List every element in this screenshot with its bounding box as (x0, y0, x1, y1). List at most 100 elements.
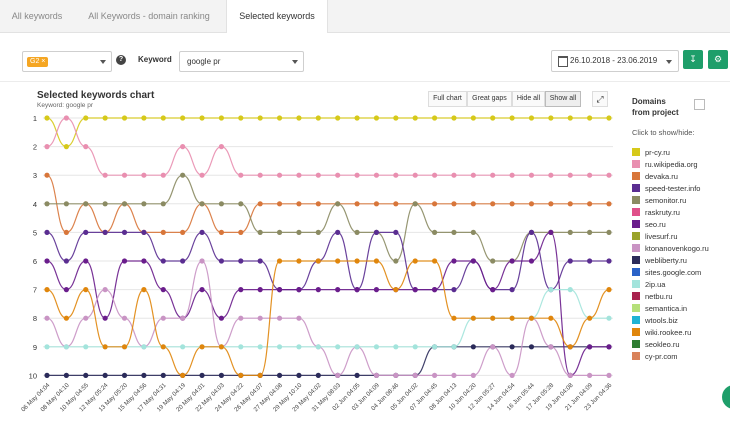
legend-item[interactable]: cy-pr.com (632, 352, 678, 362)
download-button[interactable]: ↧ (683, 50, 703, 69)
legend-item[interactable]: wtools.biz (632, 316, 678, 326)
data-point (63, 315, 69, 321)
legend-item[interactable]: raskruty.ru (632, 208, 680, 218)
data-point (451, 372, 457, 378)
data-point (218, 229, 225, 235)
data-point (451, 172, 457, 178)
legend-swatch (632, 208, 640, 216)
legend-label: semantica.in (645, 304, 688, 313)
data-point (335, 258, 341, 264)
data-point (431, 201, 438, 207)
data-point (63, 287, 69, 293)
great-gaps-button[interactable]: Great gaps (467, 91, 512, 107)
legend-item[interactable]: pr-cy.ru (632, 148, 670, 158)
data-point (83, 372, 89, 378)
chat-button[interactable] (722, 385, 730, 409)
data-point (431, 344, 438, 350)
data-point (199, 372, 205, 378)
data-point (431, 229, 438, 235)
data-point (238, 315, 244, 321)
data-point (587, 229, 593, 235)
tab-all-keywords-domain-ranking[interactable]: All Keywords - domain ranking (88, 11, 210, 21)
data-point (238, 229, 244, 235)
tab-selected-keywords[interactable]: Selected keywords (226, 0, 328, 33)
gear-icon: ⚙ (713, 54, 723, 64)
legend-item[interactable]: ktonanovenkogo.ru (632, 244, 709, 254)
data-point (509, 201, 515, 207)
data-point (296, 287, 302, 293)
data-point (490, 258, 496, 264)
download-icon: ↧ (689, 54, 697, 64)
data-point (509, 115, 515, 121)
legend-label: seo.ru (645, 220, 666, 229)
data-point (121, 229, 128, 235)
legend-swatch (632, 256, 640, 264)
show-all-domains-checkbox[interactable] (694, 99, 705, 110)
data-point (528, 201, 535, 207)
legend-item[interactable]: seo.ru (632, 220, 666, 230)
legend-item[interactable]: seokleo.ru (632, 340, 680, 350)
chart-subtitle: Keyword: google pr (37, 102, 94, 109)
date-range-picker[interactable]: 26.10.2018 - 23.06.2019 (551, 50, 679, 72)
data-point (451, 315, 457, 321)
data-point (44, 344, 50, 350)
data-point (160, 201, 166, 207)
data-point (180, 315, 186, 321)
data-point (509, 315, 515, 321)
legend-item[interactable]: speed-tester.info (632, 184, 700, 194)
data-point (373, 372, 380, 378)
legend-item[interactable]: wiki.rookee.ru (632, 328, 691, 338)
data-point (412, 201, 418, 207)
y-tick-label: 10 (29, 371, 37, 380)
search-engine-tag[interactable]: G2 × (27, 57, 49, 67)
expand-button[interactable]: ⤢ (592, 91, 608, 107)
legend-item[interactable]: webliberty.ru (632, 256, 687, 266)
data-point (44, 315, 50, 321)
legend-item[interactable]: 2ip.ua (632, 280, 665, 290)
legend-item[interactable]: netbu.ru (632, 292, 673, 302)
keyword-select[interactable]: google pr (179, 51, 304, 72)
data-point (373, 258, 380, 264)
data-point (490, 287, 496, 293)
data-point (567, 115, 573, 121)
show-all-button[interactable]: Show all (545, 91, 581, 107)
data-point (567, 287, 573, 293)
legend-swatch (632, 160, 640, 168)
legend-swatch (632, 280, 640, 288)
legend-swatch (632, 352, 640, 360)
data-point (548, 229, 554, 235)
data-point (528, 344, 535, 350)
legend-item[interactable]: semantica.in (632, 304, 687, 314)
data-point (412, 372, 418, 378)
legend-item[interactable]: semonitor.ru (632, 196, 686, 206)
data-point (102, 344, 108, 350)
data-point (141, 372, 147, 378)
legend-swatch (632, 196, 640, 204)
y-tick-label: 6 (33, 257, 37, 266)
search-engine-select[interactable]: G2 × (22, 51, 112, 72)
legend-label: webliberty.ru (645, 256, 687, 265)
data-point (257, 315, 263, 321)
chevron-down-icon (292, 60, 298, 64)
data-point (509, 172, 515, 178)
data-point (44, 229, 50, 235)
legend-label: raskruty.ru (645, 208, 680, 217)
chevron-down-icon (100, 60, 106, 64)
series-line (46, 117, 609, 148)
data-point (354, 172, 360, 178)
settings-button[interactable]: ⚙ (708, 50, 728, 69)
hide-all-button[interactable]: Hide all (512, 91, 545, 107)
legend-label: sites.google.com (645, 268, 702, 277)
legend-item[interactable]: ru.wikipedia.org (632, 160, 698, 170)
legend-item[interactable]: devaka.ru (632, 172, 678, 182)
tab-all-keywords[interactable]: All keywords (11, 11, 63, 21)
legend-item[interactable]: sites.google.com (632, 268, 701, 278)
data-point (296, 115, 302, 121)
data-point (470, 372, 476, 378)
y-tick-label: 2 (33, 143, 37, 152)
data-point (218, 201, 225, 207)
legend-label: pr-cy.ru (645, 148, 670, 157)
legend-item[interactable]: livesurf.ru (632, 232, 678, 242)
help-icon[interactable]: ? (116, 55, 126, 65)
full-chart-button[interactable]: Full chart (428, 91, 467, 107)
